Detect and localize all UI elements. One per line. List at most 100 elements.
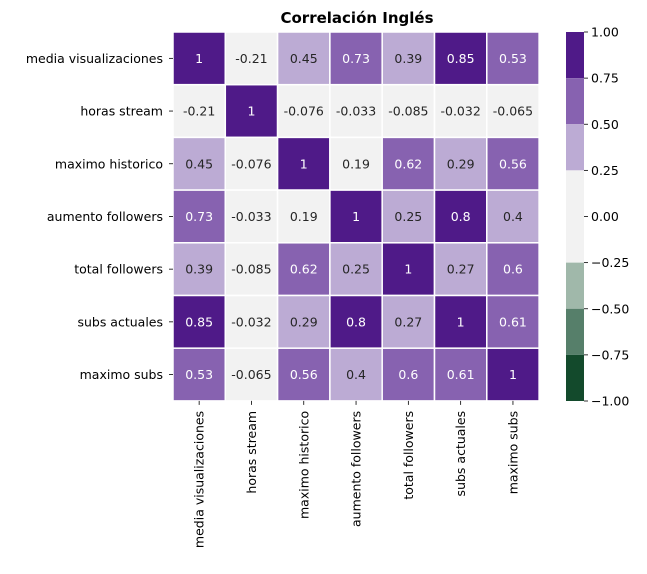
row-tick-label: maximo historico — [55, 156, 163, 171]
colorbar-tick-label: −0.50 — [591, 301, 629, 316]
colorbar-bin — [566, 354, 584, 401]
cell-value-label: 0.45 — [185, 156, 213, 171]
cell-value-label: 0.6 — [503, 262, 523, 277]
colorbar-bin — [566, 308, 584, 355]
cell-value-label: 0.4 — [503, 209, 523, 224]
colorbar-tick-label: −0.75 — [591, 347, 629, 362]
heatmap-cell — [172, 294, 227, 349]
heatmap-cell — [486, 294, 540, 349]
row-tick-label: maximo subs — [80, 367, 163, 382]
cell-value-label: 0.39 — [185, 262, 213, 277]
heatmap-cell — [381, 136, 436, 191]
heatmap-cell — [276, 347, 331, 402]
colorbar-tick-label: 1.00 — [591, 25, 619, 40]
heatmap-cell — [172, 189, 227, 244]
colorbar-bin — [566, 170, 584, 217]
colorbar-tick-label: −0.25 — [591, 255, 629, 270]
cell-value-label: -0.033 — [231, 209, 271, 224]
cell-value-label: 0.19 — [290, 209, 318, 224]
cell-value-label: 1 — [404, 262, 412, 277]
cell-value-label: -0.033 — [336, 104, 376, 119]
row-tick-label: horas stream — [80, 104, 163, 119]
heatmap-cell — [433, 189, 488, 244]
cell-value-label: 0.73 — [342, 51, 370, 66]
heatmap-cell — [224, 31, 279, 86]
cell-value-label: 0.62 — [394, 156, 422, 171]
cell-value-label: -0.032 — [441, 104, 481, 119]
cell-value-label: 1 — [247, 104, 255, 119]
heatmap-cell — [486, 83, 540, 139]
colorbar-tick-label: 0.50 — [591, 117, 619, 132]
cell-value-label: 0.29 — [447, 156, 475, 171]
colorbar-bin — [566, 78, 584, 125]
col-tick-label: aumento followers — [349, 411, 364, 527]
heatmap-cell — [486, 136, 540, 191]
heatmap-cell — [433, 347, 488, 402]
colorbar-bin — [566, 124, 584, 171]
heatmap-cell — [224, 294, 279, 349]
colorbar-tick-label: 0.25 — [591, 163, 619, 178]
heatmap-cell — [224, 136, 279, 191]
heatmap-cell — [172, 242, 227, 297]
cell-value-label: 0.29 — [290, 314, 318, 329]
cell-value-label: 0.8 — [451, 209, 471, 224]
cell-value-label: -0.032 — [231, 314, 271, 329]
colorbar-bin — [566, 32, 584, 79]
col-tick-label: total followers — [401, 411, 416, 500]
heatmap-cell — [224, 189, 279, 244]
heatmap-cell — [329, 347, 383, 402]
cell-value-label: -0.085 — [388, 104, 428, 119]
cell-value-label: -0.21 — [235, 51, 267, 66]
cell-value-label: 0.53 — [185, 367, 213, 382]
cell-value-label: 0.27 — [447, 262, 475, 277]
cell-value-label: 0.61 — [447, 367, 475, 382]
cell-value-label: 1 — [509, 367, 517, 382]
col-tick-label: horas stream — [244, 411, 259, 494]
cell-value-label: 0.19 — [342, 156, 370, 171]
cell-value-label: 0.85 — [447, 51, 475, 66]
colorbar-bin — [566, 262, 584, 309]
cell-value-label: 1 — [195, 51, 203, 66]
cell-value-label: 0.4 — [346, 367, 366, 382]
cell-value-label: 0.73 — [185, 209, 213, 224]
col-tick-label: maximo historico — [296, 411, 311, 519]
heatmap-cells: 1 -0.21 0.45 0.73 0.39 0.85 0.53 -0.21 1 -0.076 -0… — [172, 31, 540, 402]
col-tick-label: maximo subs — [505, 411, 520, 494]
heatmap-cell — [276, 242, 331, 297]
colorbar-tick-label: 0.75 — [591, 71, 619, 86]
heatmap-cell — [486, 189, 540, 244]
cell-value-label: 0.25 — [394, 209, 422, 224]
cell-value-label: 0.53 — [499, 51, 527, 66]
heatmap-cell — [381, 347, 436, 402]
row-tick-label: media visualizaciones — [26, 51, 163, 66]
cell-value-label: 0.25 — [342, 262, 370, 277]
heatmap-cell — [486, 347, 540, 402]
cell-value-label: 0.6 — [398, 367, 418, 382]
col-tick-labels: media visualizaciones horas stream maximo … — [192, 400, 520, 548]
heatmap-cell — [276, 83, 331, 139]
chart-title: Correlación Inglés — [280, 9, 433, 27]
heatmap-cell — [329, 136, 383, 191]
heatmap-cell — [381, 83, 436, 139]
cell-value-label: 0.62 — [290, 262, 318, 277]
colorbar: 1.00 0.75 0.50 0.25 0.00 −0.25 −0.50 −0.75 −1.00 — [566, 25, 629, 409]
cell-value-label: 0.56 — [290, 367, 318, 382]
col-tick-label: subs actuales — [453, 411, 468, 497]
cell-value-label: -0.065 — [493, 104, 533, 119]
cell-value-label: 0.39 — [394, 51, 422, 66]
cell-value-label: 0.61 — [499, 314, 527, 329]
cell-value-label: 0.45 — [290, 51, 318, 66]
cell-value-label: 0.27 — [394, 314, 422, 329]
cell-value-label: 0.8 — [346, 314, 366, 329]
heatmap-cell — [433, 31, 488, 86]
cell-value-label: -0.076 — [231, 156, 271, 171]
cell-value-label: 1 — [352, 209, 360, 224]
colorbar-bin — [566, 216, 584, 263]
cell-value-label: 1 — [300, 156, 308, 171]
col-tick-label: media visualizaciones — [192, 411, 207, 548]
cell-value-label: 0.85 — [185, 314, 213, 329]
cell-value-label: 0.56 — [499, 156, 527, 171]
cell-value-label: -0.21 — [183, 104, 215, 119]
cell-value-label: 1 — [457, 314, 465, 329]
